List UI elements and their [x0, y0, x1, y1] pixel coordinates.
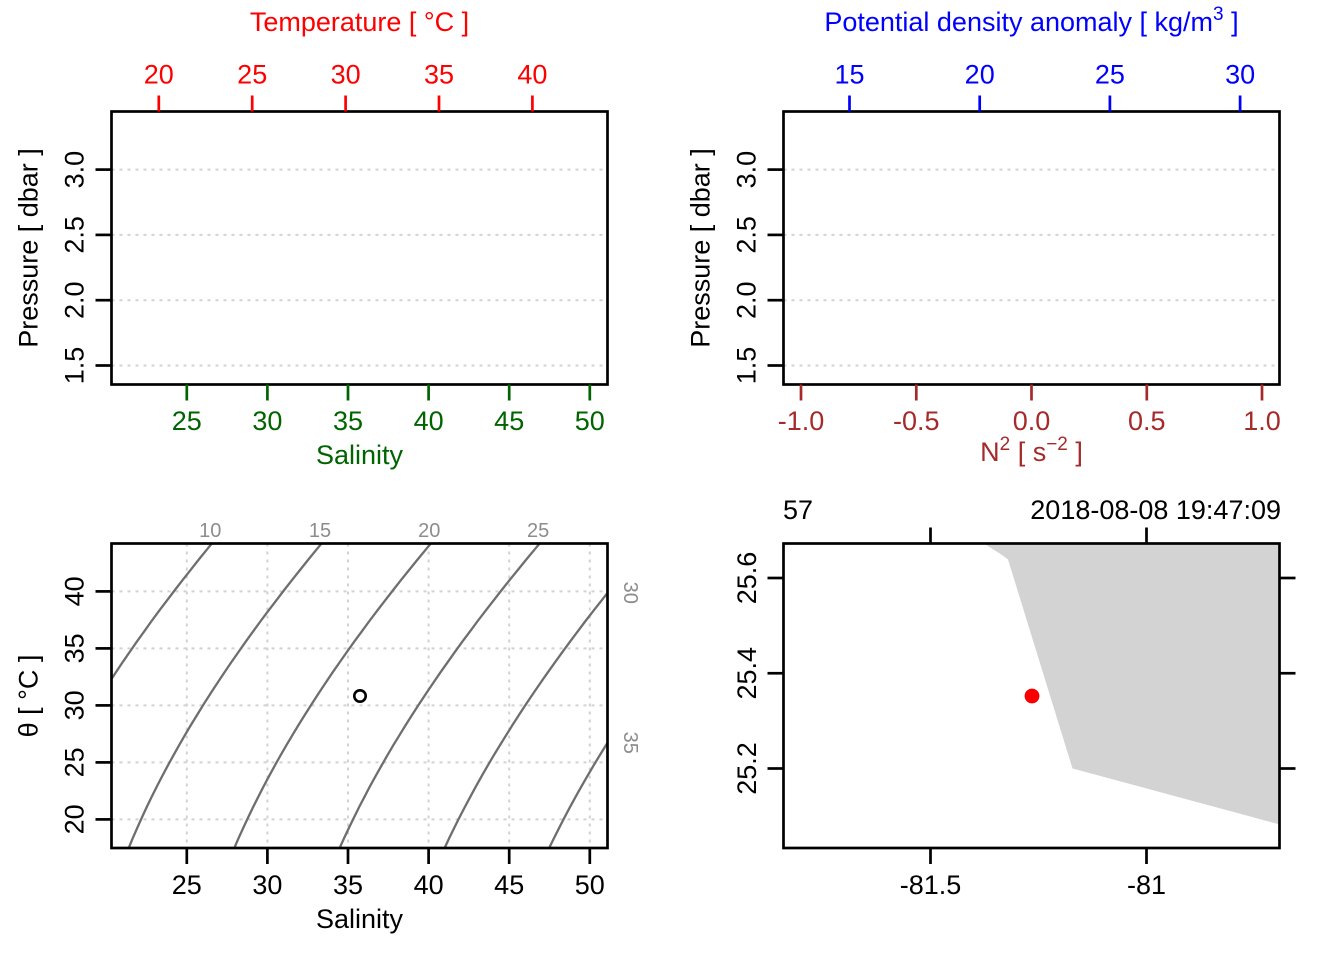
svg-text:Potential density anomaly [ kg: Potential density anomaly [ kg/m3 ]	[824, 4, 1238, 37]
svg-text:25: 25	[172, 870, 202, 900]
svg-text:15: 15	[834, 60, 864, 90]
svg-text:25: 25	[1095, 60, 1125, 90]
svg-text:45: 45	[494, 870, 524, 900]
svg-text:30: 30	[1225, 60, 1255, 90]
svg-text:25.4: 25.4	[732, 647, 762, 700]
svg-text:-1.0: -1.0	[778, 406, 825, 436]
svg-text:20: 20	[418, 520, 440, 542]
svg-text:θ [ °C ]: θ [ °C ]	[14, 655, 44, 738]
svg-text:0.0: 0.0	[1013, 406, 1051, 436]
svg-text:20: 20	[965, 60, 995, 90]
svg-text:25.2: 25.2	[732, 742, 762, 795]
svg-text:35: 35	[619, 732, 641, 754]
svg-text:35: 35	[333, 406, 363, 436]
svg-text:35: 35	[424, 60, 454, 90]
svg-text:30: 30	[331, 60, 361, 90]
svg-text:40: 40	[414, 870, 444, 900]
svg-text:2.5: 2.5	[732, 216, 762, 254]
svg-text:35: 35	[60, 633, 90, 663]
svg-text:20: 20	[144, 60, 174, 90]
svg-text:20: 20	[60, 804, 90, 834]
svg-text:2018-08-08 19:47:09: 2018-08-08 19:47:09	[1030, 495, 1281, 525]
svg-text:3.0: 3.0	[732, 151, 762, 189]
svg-text:30: 30	[252, 870, 282, 900]
svg-text:Pressure [ dbar ]: Pressure [ dbar ]	[14, 148, 44, 348]
svg-text:N2 [ s−2 ]: N2 [ s−2 ]	[980, 434, 1083, 467]
svg-text:50: 50	[575, 870, 605, 900]
svg-text:30: 30	[619, 582, 641, 604]
svg-text:40: 40	[414, 406, 444, 436]
svg-text:30: 30	[60, 690, 90, 720]
svg-text:40: 40	[60, 576, 90, 606]
svg-text:1.0: 1.0	[1243, 406, 1281, 436]
svg-text:25: 25	[237, 60, 267, 90]
svg-text:Salinity: Salinity	[316, 440, 404, 470]
svg-text:2.0: 2.0	[60, 281, 90, 319]
svg-text:-81: -81	[1127, 870, 1166, 900]
svg-text:0.5: 0.5	[1128, 406, 1166, 436]
svg-text:50: 50	[575, 406, 605, 436]
svg-text:Pressure [ dbar ]: Pressure [ dbar ]	[686, 148, 716, 348]
svg-text:Temperature [ °C ]: Temperature [ °C ]	[250, 7, 469, 37]
svg-text:-0.5: -0.5	[893, 406, 940, 436]
svg-text:25: 25	[527, 520, 549, 542]
svg-text:25.6: 25.6	[732, 552, 762, 605]
svg-text:25: 25	[60, 747, 90, 777]
svg-text:25: 25	[172, 406, 202, 436]
svg-text:57: 57	[783, 495, 813, 525]
svg-text:10: 10	[199, 520, 221, 542]
svg-text:35: 35	[333, 870, 363, 900]
svg-text:2.0: 2.0	[732, 281, 762, 319]
svg-text:30: 30	[252, 406, 282, 436]
svg-text:15: 15	[309, 520, 331, 542]
svg-text:3.0: 3.0	[60, 151, 90, 189]
svg-text:45: 45	[494, 406, 524, 436]
svg-text:2.5: 2.5	[60, 216, 90, 254]
svg-text:Salinity: Salinity	[316, 904, 404, 934]
svg-text:1.5: 1.5	[732, 347, 762, 385]
svg-text:40: 40	[517, 60, 547, 90]
svg-text:1.5: 1.5	[60, 347, 90, 385]
svg-text:-81.5: -81.5	[900, 870, 962, 900]
